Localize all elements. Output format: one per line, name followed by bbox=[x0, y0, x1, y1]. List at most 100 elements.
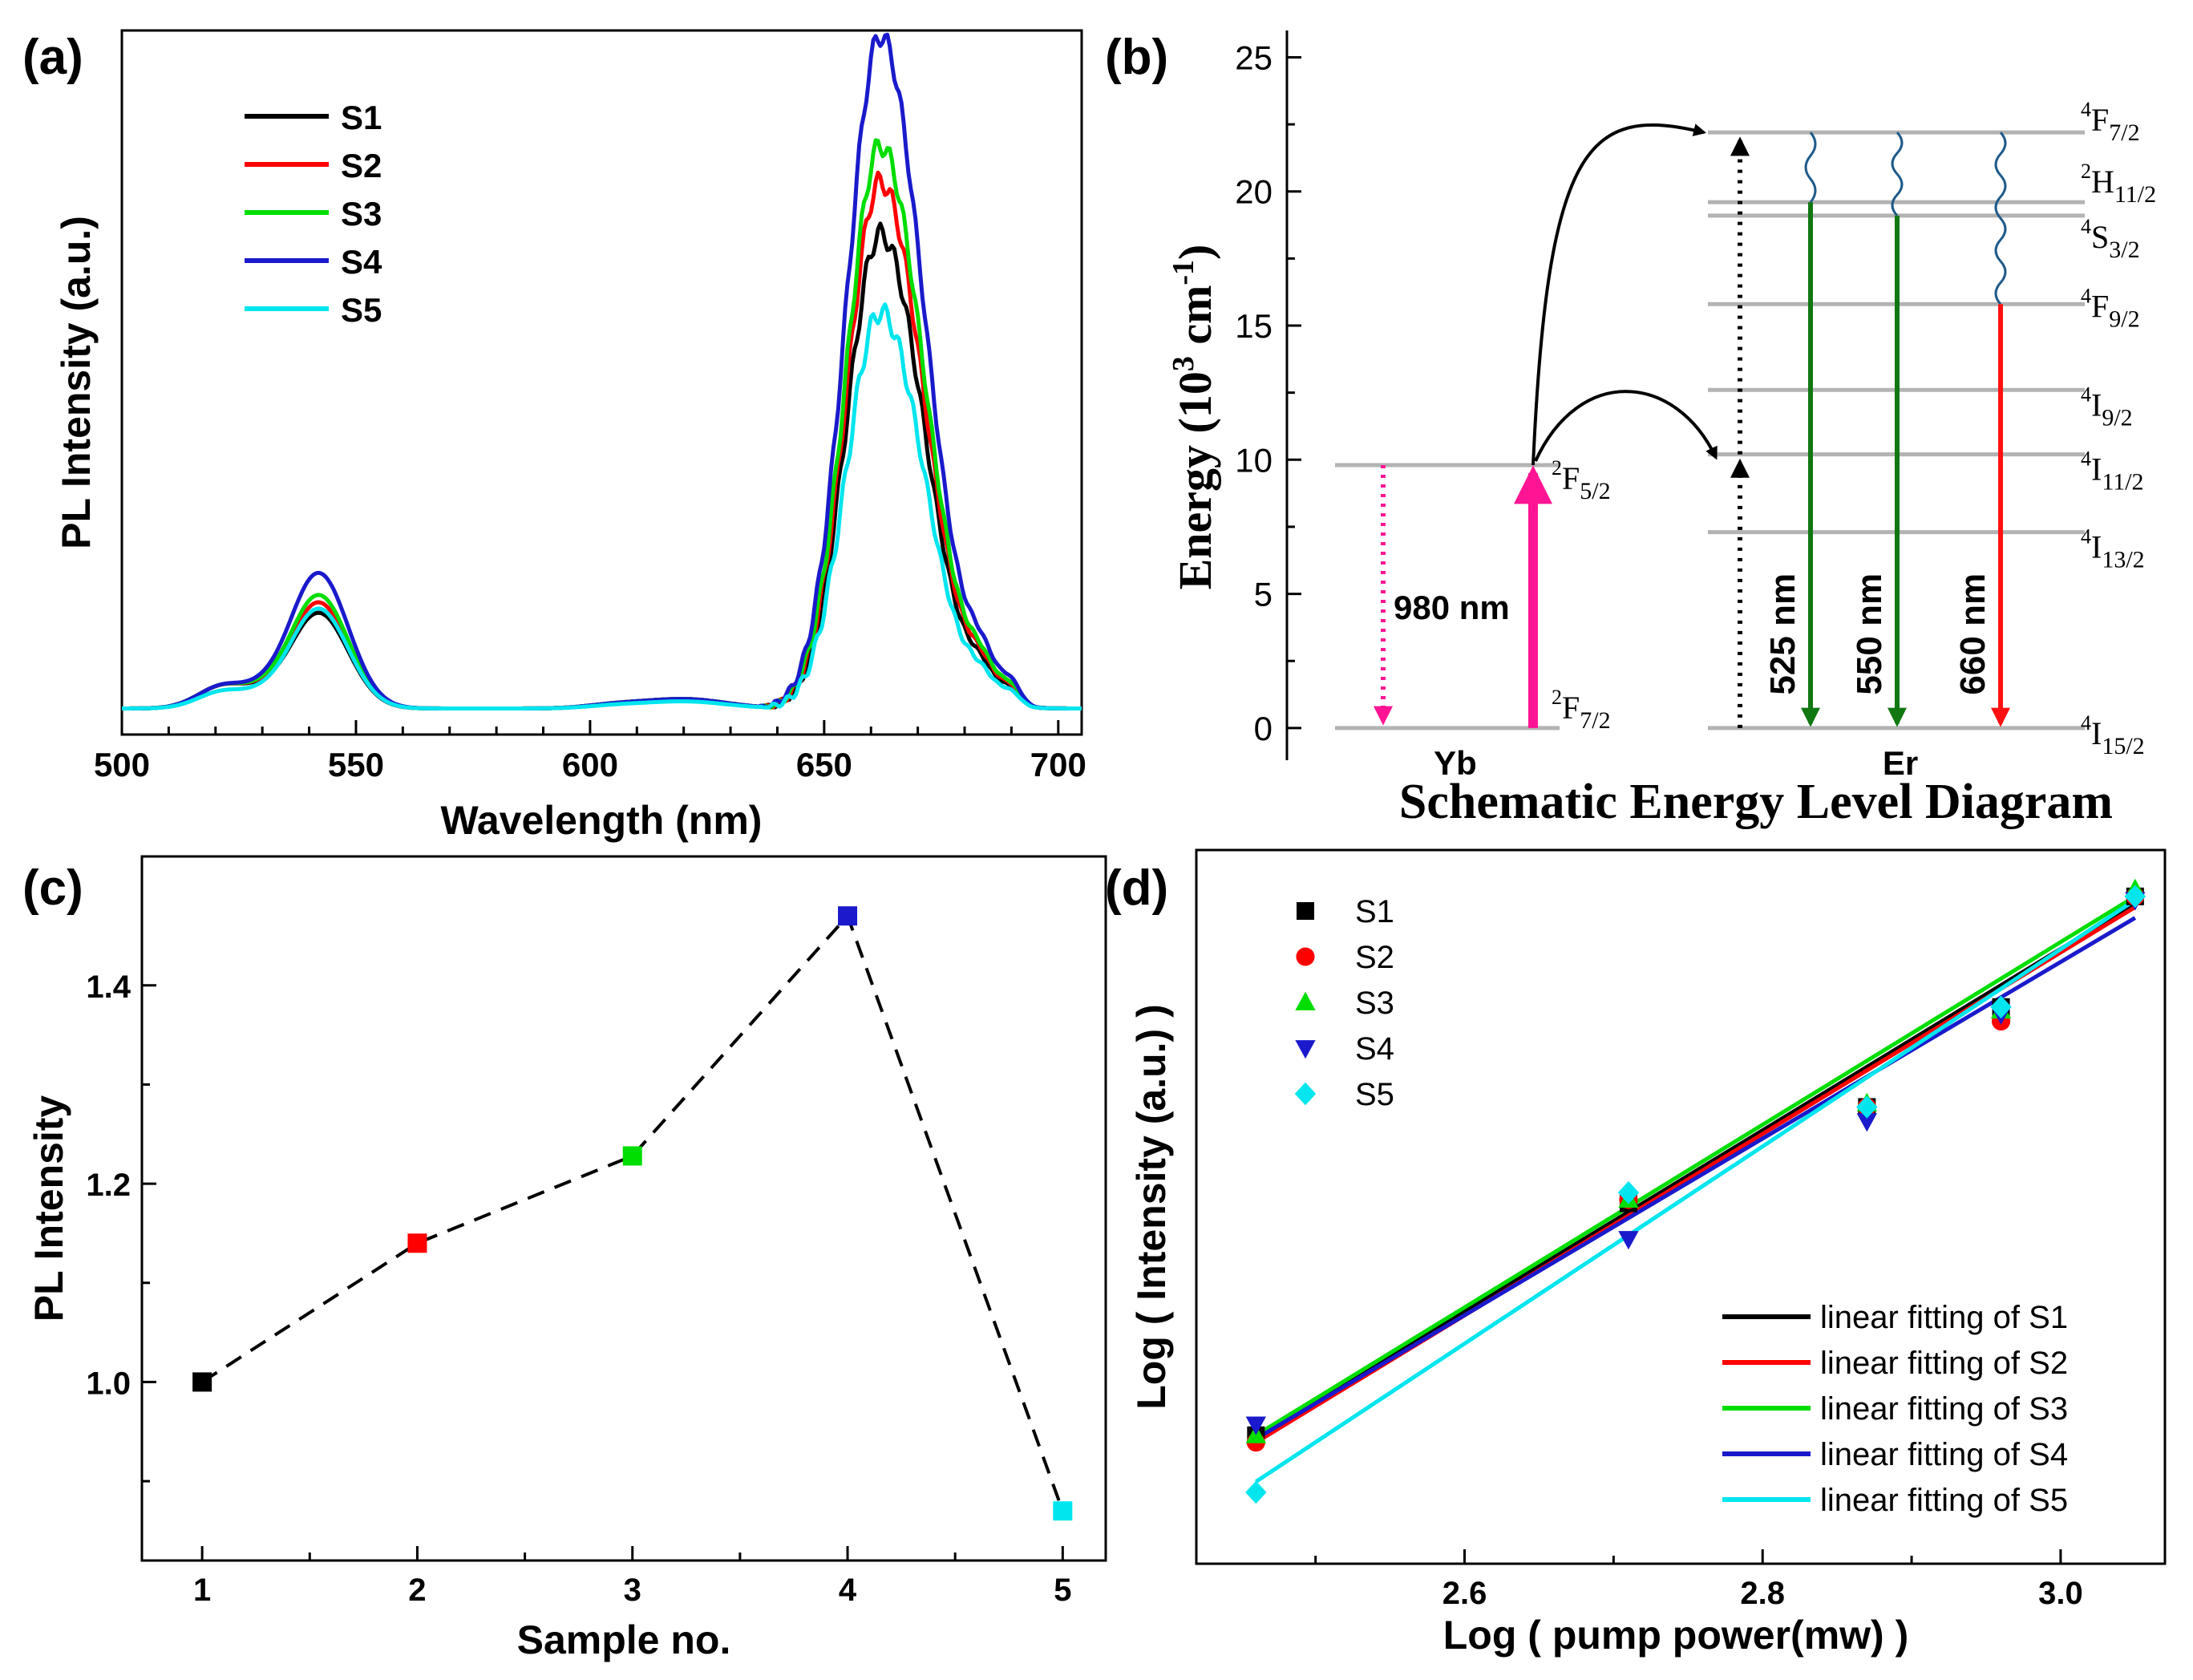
y-tick-label: 15 bbox=[1235, 307, 1273, 345]
y-tick-label: 25 bbox=[1235, 38, 1273, 76]
panel-c-ylabel: PL Intensity bbox=[26, 1095, 71, 1322]
level-sub: 11/2 bbox=[2102, 469, 2143, 496]
x-tick-label: 1 bbox=[193, 1573, 211, 1608]
legend-fit-label: linear fitting of S2 bbox=[1820, 1346, 2068, 1381]
fit-line-S3 bbox=[1255, 894, 2137, 1437]
panel-b-levels: 2F7/22F5/24I15/24I13/24I11/24I9/24F9/24S… bbox=[1335, 98, 2156, 782]
pl-spectrum-S4 bbox=[122, 32, 1082, 710]
level-label: 4F7/2 bbox=[2081, 98, 2140, 146]
excitation-label: 980 nm bbox=[1394, 589, 1510, 626]
svg-text:Energy (103 cm-1): Energy (103 cm-1) bbox=[1167, 245, 1221, 590]
emission-label: 525 nm bbox=[1763, 573, 1803, 695]
panel-b-title: Schematic Energy Level Diagram bbox=[1399, 775, 2113, 829]
energy-transfer-to-I11-2 bbox=[1534, 390, 1718, 462]
level-term: I bbox=[2091, 715, 2102, 751]
level-label: 4I11/2 bbox=[2081, 447, 2144, 496]
data-point-S4 bbox=[1618, 1231, 1639, 1250]
legend-label-S3: S3 bbox=[1355, 986, 1394, 1021]
level-sup: 4 bbox=[2081, 215, 2091, 238]
legend-marker-S2 bbox=[1296, 947, 1315, 966]
data-point-S5 bbox=[2124, 885, 2146, 909]
panel-b-arrows: 980 nm 525 nm 550 nm 660 nm bbox=[1374, 123, 2010, 728]
panel-d-ticks: 2.6 2.8 3.0 bbox=[1314, 1549, 2083, 1611]
sample-point-4 bbox=[838, 906, 858, 926]
x-tick-label: 550 bbox=[328, 746, 384, 783]
legend-fit-label: linear fitting of S5 bbox=[1820, 1483, 2068, 1518]
level-sub: 11/2 bbox=[2114, 181, 2156, 208]
legend-label-S1: S1 bbox=[341, 99, 382, 136]
level-label: 4I15/2 bbox=[2081, 711, 2145, 759]
legend-marker-S4 bbox=[1295, 1040, 1316, 1059]
emission-label: 550 nm bbox=[1850, 573, 1889, 695]
legend-label-S4: S4 bbox=[1355, 1031, 1394, 1067]
panel-c: (c) 1 2 3 4 5 1.0 1.2 1.4 Sample no. PL Intensi… bbox=[22, 855, 1107, 1662]
panel-a-frame bbox=[120, 29, 1083, 736]
panel-d-marker-legend: S1 S2 S3 S4 S5 bbox=[1294, 894, 1394, 1112]
x-tick-label: 2.8 bbox=[1740, 1576, 1785, 1611]
level-term: S bbox=[2091, 219, 2109, 255]
panel-b-ticks: 0 5 10 15 20 25 bbox=[1235, 38, 1301, 747]
level-label: 2F7/2 bbox=[1552, 686, 1611, 734]
legend-label-S5: S5 bbox=[341, 291, 382, 329]
panel-a: (a) 500 550 600 650 700 Wavelength (nm) PL I… bbox=[22, 29, 1086, 843]
level-term: I bbox=[2091, 529, 2102, 565]
non-radiative-relaxation bbox=[1994, 132, 2007, 306]
data-point-S5 bbox=[1990, 995, 2012, 1019]
ion-label-Er: Er bbox=[1883, 744, 1918, 782]
legend-fit-label: linear fitting of S1 bbox=[1820, 1300, 2068, 1335]
panel-a-label: (a) bbox=[22, 30, 83, 85]
x-tick-label: 500 bbox=[94, 746, 150, 783]
data-point-S4 bbox=[1245, 1416, 1266, 1435]
dashed-trend-line bbox=[201, 913, 1065, 1512]
panel-d: (d) 2.6 2.8 3.0 S1 S2 S3 S4 S5 linear fitting … bbox=[1105, 848, 2167, 1658]
x-tick-label: 2.6 bbox=[1442, 1576, 1487, 1611]
level-term: H bbox=[2091, 164, 2114, 200]
legend-label-S3: S3 bbox=[341, 195, 382, 233]
pl-spectrum-S5 bbox=[122, 302, 1082, 710]
panel-d-label: (d) bbox=[1105, 860, 1168, 916]
fit-line-S4 bbox=[1255, 916, 2137, 1441]
panel-a-legend: S1 S2 S3 S4 S5 bbox=[245, 99, 382, 329]
x-tick-label: 600 bbox=[562, 746, 618, 783]
level-term: F bbox=[1562, 690, 1580, 726]
legend-fit-label: linear fitting of S4 bbox=[1820, 1437, 2068, 1472]
x-tick-label: 4 bbox=[839, 1573, 857, 1608]
level-sub: 15/2 bbox=[2102, 733, 2144, 759]
data-point-S5 bbox=[1617, 1180, 1640, 1204]
y-tick-label: 1.4 bbox=[86, 970, 131, 1005]
level-sub: 5/2 bbox=[1580, 478, 1610, 504]
panel-a-ylabel: PL Intensity (a.u.) bbox=[54, 216, 99, 549]
level-sub: 7/2 bbox=[2109, 119, 2139, 146]
level-sup: 2 bbox=[2081, 160, 2091, 183]
legend-fit-label: linear fitting of S3 bbox=[1820, 1391, 2068, 1427]
emission-label: 660 nm bbox=[1953, 573, 1993, 695]
panel-d-frame bbox=[1195, 848, 2167, 1565]
level-label: 2F5/2 bbox=[1552, 456, 1611, 504]
level-term: F bbox=[1562, 460, 1580, 496]
level-sup: 4 bbox=[2081, 383, 2091, 406]
legend-label-S2: S2 bbox=[1355, 940, 1394, 975]
level-term: I bbox=[2091, 387, 2102, 423]
level-sup: 4 bbox=[2081, 98, 2091, 121]
level-sup: 4 bbox=[2081, 447, 2091, 471]
level-sup: 2 bbox=[1552, 686, 1562, 709]
fit-line-S5 bbox=[1254, 898, 2137, 1484]
y-tick-label: 1.0 bbox=[86, 1366, 131, 1401]
legend-label-S2: S2 bbox=[341, 147, 382, 184]
panel-d-fit-lines bbox=[1254, 894, 2137, 1484]
level-label: 4F9/2 bbox=[2081, 284, 2140, 332]
energy-transfer-to-F7-2 bbox=[1531, 123, 1707, 466]
panel-d-fit-legend: linear fitting of S1 linear fitting of S2… bbox=[1722, 1300, 2068, 1518]
sample-point-2 bbox=[407, 1233, 427, 1253]
panel-c-frame bbox=[140, 855, 1107, 1562]
non-radiative-relaxation bbox=[1891, 132, 1904, 217]
level-sub: 7/2 bbox=[1580, 707, 1610, 734]
legend-label-S4: S4 bbox=[341, 243, 382, 281]
sample-point-5 bbox=[1053, 1501, 1073, 1521]
level-sup: 4 bbox=[2081, 711, 2091, 735]
data-point-S5 bbox=[1856, 1095, 1878, 1119]
y-tick-label: 20 bbox=[1235, 173, 1273, 211]
panel-b-ylabel: Energy (103 cm-1) bbox=[1167, 245, 1221, 590]
x-tick-label: 650 bbox=[796, 746, 852, 783]
panel-c-series bbox=[192, 906, 1073, 1521]
